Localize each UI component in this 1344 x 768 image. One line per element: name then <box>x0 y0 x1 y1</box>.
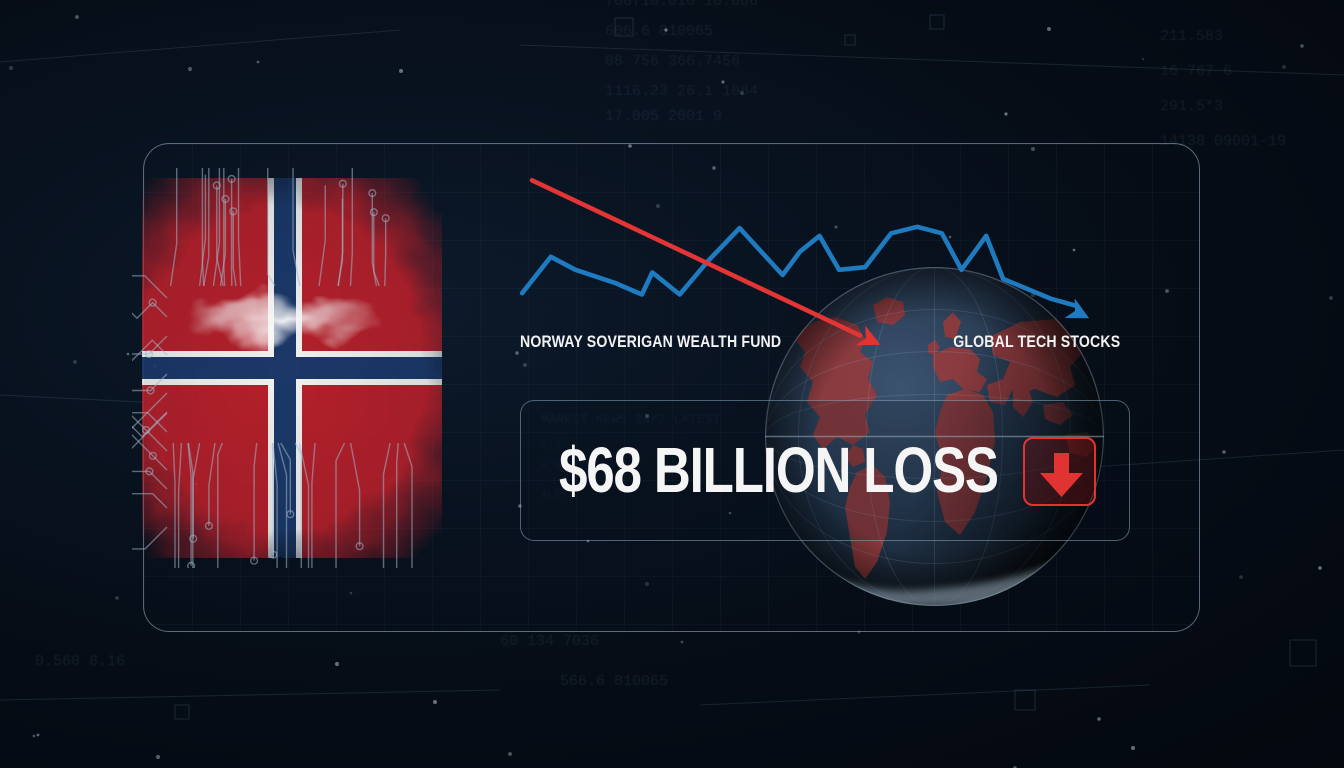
svg-text:16 767 6: 16 767 6 <box>1160 63 1232 80</box>
svg-text:708710.016 18.086: 708710.016 18.086 <box>605 0 758 10</box>
svg-text:08 756 366.7456: 08 756 366.7456 <box>605 53 740 70</box>
svg-text:60 134 7036: 60 134 7036 <box>500 633 599 650</box>
svg-text:010: 010 <box>541 441 561 453</box>
svg-text:211.583: 211.583 <box>1160 28 1223 45</box>
svg-text:566.6 810065: 566.6 810065 <box>560 673 668 690</box>
svg-text:606.6 810065: 606.6 810065 <box>605 23 713 40</box>
svg-text:0.560 8.16: 0.560 8.16 <box>35 653 125 670</box>
svg-text:291.5*3: 291.5*3 <box>1160 98 1223 115</box>
svg-text:MARKET NEWS 24/7 LATEST: MARKET NEWS 24/7 LATEST <box>541 412 721 427</box>
svg-text:17.005 2001 9: 17.005 2001 9 <box>605 108 722 125</box>
svg-text:1116.23 26.1 1084: 1116.23 26.1 1084 <box>605 83 758 100</box>
